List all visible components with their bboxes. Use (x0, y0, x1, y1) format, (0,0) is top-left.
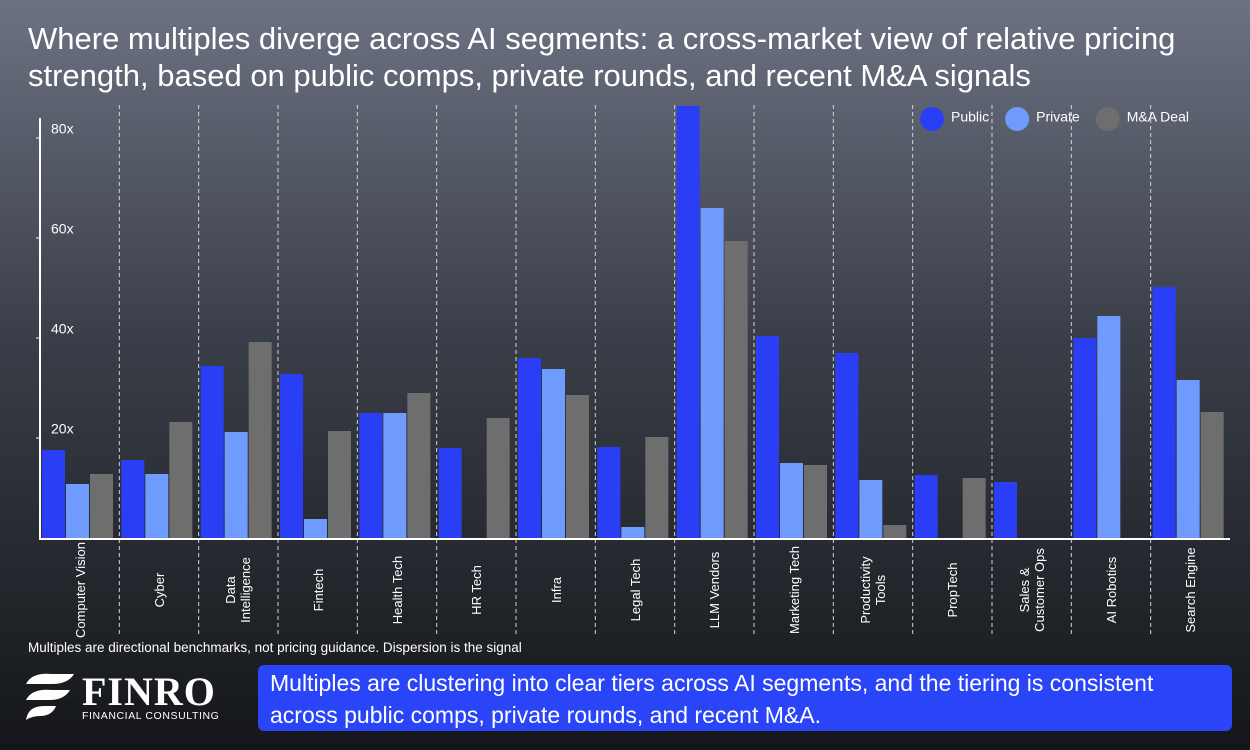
bar (518, 358, 541, 538)
x-tick-label: Health Tech (389, 555, 405, 625)
bar (994, 482, 1017, 538)
bar (383, 413, 407, 538)
bar (328, 431, 351, 538)
bar (42, 450, 65, 538)
bar (121, 460, 145, 538)
bar (304, 519, 327, 538)
x-tick-label: Fintech (310, 568, 326, 612)
bar (280, 374, 303, 538)
y-tick-label: 40x (51, 321, 74, 337)
x-tick-label: Legal Tech (627, 558, 643, 622)
bar (66, 484, 89, 538)
y-tick-label: 80x (51, 121, 74, 137)
x-tick-label: PropTech (944, 562, 960, 618)
bar (486, 418, 510, 538)
x-tick-label: Infra (548, 577, 564, 604)
bar (1097, 316, 1121, 538)
bar (248, 342, 272, 538)
legend-swatch (1095, 107, 1120, 131)
x-tick-label: Productivity Tools (858, 556, 888, 624)
bar (835, 353, 859, 538)
bar (597, 447, 621, 538)
bar (756, 336, 779, 538)
bar (224, 432, 248, 538)
bar (438, 448, 462, 538)
bar (883, 525, 907, 538)
y-tick-label: 60x (51, 221, 74, 237)
bar (724, 241, 748, 538)
legend-swatch (920, 107, 944, 131)
bar (1200, 412, 1224, 538)
bar (359, 413, 383, 538)
legend-label: M&A Deal (1127, 109, 1189, 125)
bar (700, 208, 724, 538)
bar (780, 463, 803, 538)
x-tick-label: HR Tech (468, 565, 484, 615)
legend-label: Private (1036, 109, 1080, 125)
chart-title: Where multiples diverge across AI segmen… (28, 21, 1176, 93)
footnote: Multiples are directional benchmarks, no… (28, 640, 522, 655)
bar (621, 527, 645, 538)
bar (566, 395, 589, 538)
bar (914, 475, 938, 538)
brand-tagline: FINANCIAL CONSULTING (82, 710, 220, 722)
bar (407, 393, 431, 538)
brand-name: FINRO (82, 669, 216, 714)
bar (145, 474, 169, 538)
bar (169, 422, 193, 538)
logo: FINRO FINANCIAL CONSULTING (22, 668, 232, 726)
y-tick-label: 20x (51, 421, 74, 437)
bar (1152, 287, 1176, 538)
legend-swatch (1005, 107, 1030, 131)
logo-icon (26, 673, 74, 720)
legend-label: Public (951, 109, 989, 125)
x-tick-label: AI Robotics (1103, 556, 1119, 624)
bar (90, 474, 113, 538)
bar (859, 480, 883, 538)
bar (804, 465, 827, 538)
x-tick-label: LLM Vendors (706, 551, 722, 629)
bar (676, 106, 700, 538)
x-tick-label: Marketing Tech (786, 546, 802, 634)
bar (1073, 338, 1097, 538)
bar (645, 437, 669, 538)
x-tick-label: Sales & Customer Ops (1016, 548, 1047, 632)
x-tick-label: Data Intelligence (223, 557, 254, 623)
bar (200, 366, 224, 538)
x-tick-label: Search Engine (1182, 547, 1198, 633)
x-tick-label: Cyber (151, 572, 167, 608)
bar (1176, 380, 1200, 538)
callout: Multiples are clustering into clear tier… (258, 665, 1232, 731)
bar (542, 369, 565, 538)
bar (962, 478, 986, 538)
x-tick-label: Computer Vision (72, 542, 88, 638)
